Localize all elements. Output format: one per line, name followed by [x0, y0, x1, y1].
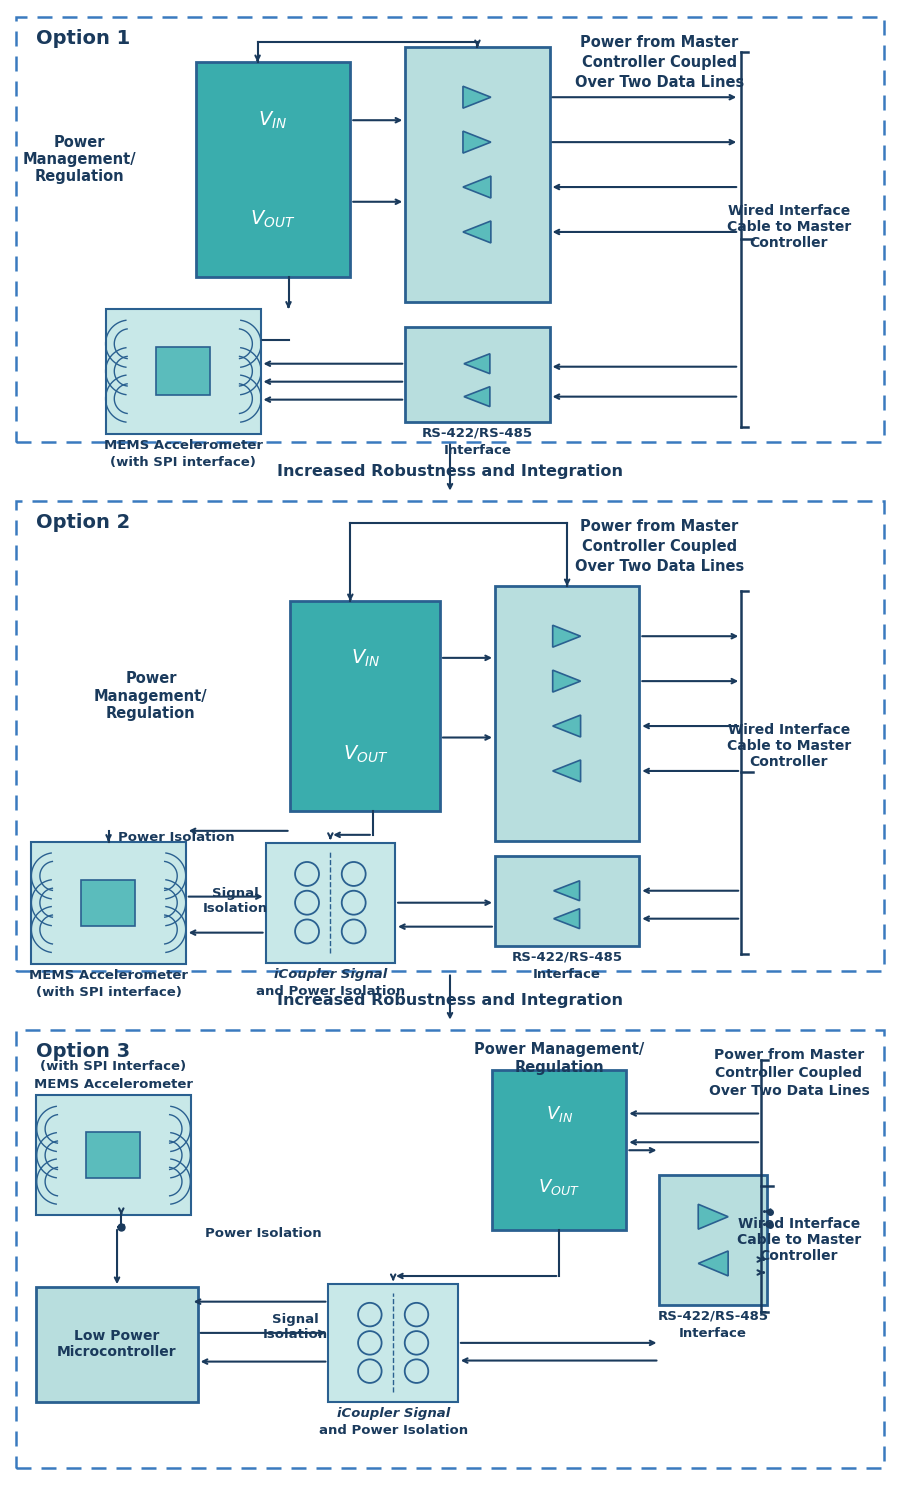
Text: MEMS Accelerometer: MEMS Accelerometer [29, 969, 188, 981]
Polygon shape [463, 131, 491, 154]
Text: Regulation: Regulation [514, 1060, 604, 1075]
Bar [36, 1287, 198, 1402]
Bar [266, 842, 395, 963]
Bar [196, 63, 350, 277]
Text: Over Two Data Lines: Over Two Data Lines [575, 559, 744, 574]
Polygon shape [464, 353, 490, 374]
Text: Option 1: Option 1 [36, 30, 130, 48]
Polygon shape [463, 176, 491, 198]
Bar [492, 1071, 626, 1230]
Bar [156, 347, 210, 395]
Bar [660, 1175, 767, 1305]
Text: (with SPI Interface): (with SPI Interface) [40, 1060, 186, 1074]
Text: $V_{OUT}$: $V_{OUT}$ [250, 209, 296, 230]
Polygon shape [554, 908, 580, 929]
Text: $V_{IN}$: $V_{IN}$ [351, 647, 380, 668]
Text: RS-422/RS-485: RS-422/RS-485 [511, 951, 623, 963]
Text: MEMS Accelerometer: MEMS Accelerometer [104, 438, 263, 452]
Text: Power from Master: Power from Master [580, 36, 739, 51]
Text: Over Two Data Lines: Over Two Data Lines [708, 1084, 869, 1099]
Text: MEMS Accelerometer: MEMS Accelerometer [34, 1078, 193, 1091]
Text: Power Management/: Power Management/ [474, 1042, 644, 1057]
Polygon shape [463, 86, 491, 109]
Text: Increased Robustness and Integration: Increased Robustness and Integration [277, 993, 623, 1008]
Polygon shape [464, 386, 490, 407]
Bar [36, 1096, 191, 1215]
Bar [106, 309, 261, 434]
Text: and Power Isolation: and Power Isolation [256, 984, 405, 997]
Text: Increased Robustness and Integration: Increased Robustness and Integration [277, 464, 623, 479]
Text: $V_{OUT}$: $V_{OUT}$ [343, 744, 388, 765]
Text: (with SPI interface): (with SPI interface) [111, 456, 256, 468]
Text: iCoupler Signal: iCoupler Signal [337, 1408, 450, 1419]
Bar [291, 601, 440, 811]
Bar [328, 1284, 458, 1402]
Polygon shape [553, 669, 580, 692]
Text: Interface: Interface [533, 968, 601, 981]
Text: Low Power
Microcontroller: Low Power Microcontroller [58, 1330, 176, 1360]
Text: Option 3: Option 3 [36, 1042, 130, 1062]
Polygon shape [553, 716, 580, 737]
Bar [16, 501, 884, 971]
Text: Power Isolation: Power Isolation [205, 1227, 322, 1241]
Bar [32, 842, 185, 963]
Bar [16, 18, 884, 441]
Bar [81, 880, 135, 926]
Bar [86, 1133, 140, 1178]
Text: Controller Coupled: Controller Coupled [581, 540, 737, 555]
Polygon shape [554, 881, 580, 901]
Text: $V_{OUT}$: $V_{OUT}$ [538, 1176, 580, 1197]
Text: Power Isolation: Power Isolation [118, 830, 234, 844]
Text: RS-422/RS-485: RS-422/RS-485 [658, 1311, 769, 1323]
Text: Power from Master: Power from Master [714, 1048, 864, 1063]
Text: Option 2: Option 2 [36, 513, 130, 532]
Polygon shape [698, 1205, 728, 1229]
Polygon shape [553, 760, 580, 781]
Bar [495, 586, 639, 841]
Text: and Power Isolation: and Power Isolation [319, 1424, 468, 1437]
Bar [16, 1030, 884, 1467]
Text: Wired Interface
Cable to Master
Controller: Wired Interface Cable to Master Controll… [727, 723, 851, 769]
Bar [405, 48, 550, 301]
Text: iCoupler Signal: iCoupler Signal [274, 968, 387, 981]
Text: $V_{IN}$: $V_{IN}$ [545, 1103, 572, 1124]
Text: Signal
Isolation: Signal Isolation [203, 887, 268, 914]
Text: Interface: Interface [680, 1327, 747, 1340]
Text: Over Two Data Lines: Over Two Data Lines [575, 75, 744, 91]
Bar [495, 856, 639, 945]
Text: Power
Management/
Regulation: Power Management/ Regulation [22, 134, 136, 185]
Text: (with SPI interface): (with SPI interface) [36, 986, 182, 999]
Text: $V_{IN}$: $V_{IN}$ [258, 109, 288, 131]
Text: Wired Interface
Cable to Master
Controller: Wired Interface Cable to Master Controll… [727, 204, 851, 250]
Text: Signal
Isolation: Signal Isolation [263, 1314, 328, 1340]
Text: RS-422/RS-485: RS-422/RS-485 [422, 426, 533, 440]
Text: Power
Management/
Regulation: Power Management/ Regulation [94, 671, 208, 722]
Text: Wired Interface
Cable to Master
Controller: Wired Interface Cable to Master Controll… [737, 1217, 861, 1263]
Polygon shape [463, 221, 491, 243]
Text: Controller Coupled: Controller Coupled [581, 55, 737, 70]
Polygon shape [698, 1251, 728, 1276]
Text: Power from Master: Power from Master [580, 519, 739, 534]
Polygon shape [553, 625, 580, 647]
Text: Controller Coupled: Controller Coupled [716, 1066, 862, 1081]
Bar [405, 327, 550, 422]
Text: Interface: Interface [444, 443, 511, 456]
